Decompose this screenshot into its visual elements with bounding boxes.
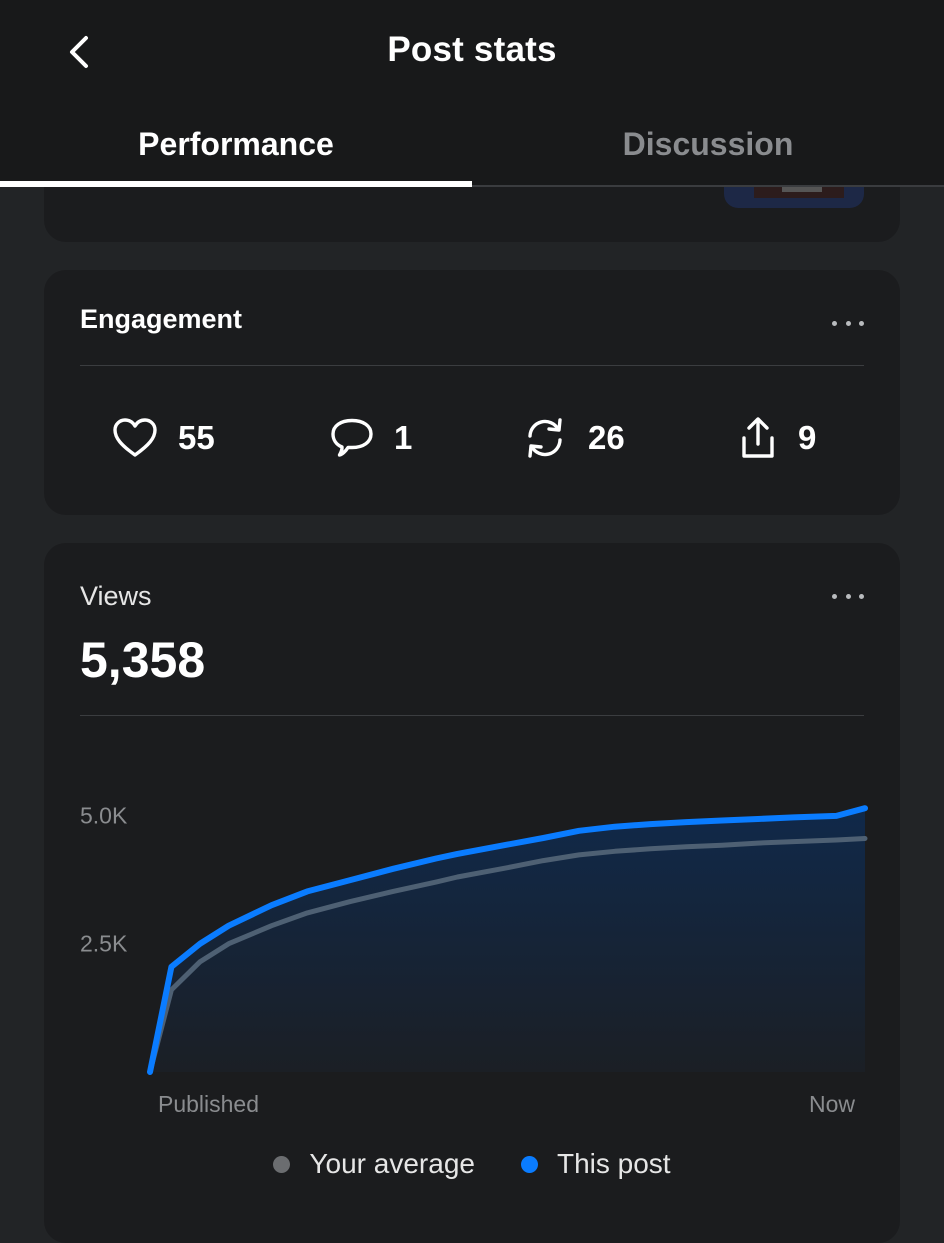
page-title: Post stats [387,30,557,69]
divider [80,365,864,366]
reposts-metric[interactable]: 26 [522,415,625,461]
legend-dot-average [273,1155,291,1173]
comment-bubble-icon [331,418,373,457]
likes-count: 55 [178,419,215,456]
shares-count: 9 [798,419,817,456]
tab-performance[interactable]: Performance [138,126,334,162]
tab-divider [472,185,944,187]
tab-discussion[interactable]: Discussion [622,126,794,162]
views-label: Views [80,581,152,611]
chevron-left-icon [70,36,88,68]
back-button[interactable] [56,28,100,76]
likes-metric[interactable]: 55 [112,415,215,461]
comments-metric[interactable]: 1 [330,415,412,461]
legend-item-this-post[interactable]: This post [520,1148,671,1180]
engagement-title: Engagement [80,304,243,334]
active-tab-indicator [0,181,472,187]
share-upload-icon [742,417,774,458]
shares-metric[interactable]: 9 [738,415,816,461]
views-total: 5,358 [80,632,206,688]
chart-legend: Your average This post [44,1148,900,1180]
views-card: Views 5,358 Your average This post [44,543,900,1243]
heart-icon [113,418,157,457]
legend-dot-this-post [520,1155,538,1173]
more-dots-icon [832,320,837,326]
legend-label-this-post: This post [556,1148,671,1179]
legend-label-average: Your average [309,1148,475,1179]
engagement-card: Engagement 55 1 26 9 [44,270,900,515]
views-more-button[interactable] [832,586,864,606]
repost-icon [528,418,562,458]
divider [80,715,864,716]
engagement-more-button[interactable] [832,313,864,333]
more-dots-icon [832,593,837,599]
comments-count: 1 [394,419,413,456]
top-bar: Post stats Performance Discussion [0,0,944,187]
legend-item-average[interactable]: Your average [273,1148,475,1180]
reposts-count: 26 [588,419,625,456]
